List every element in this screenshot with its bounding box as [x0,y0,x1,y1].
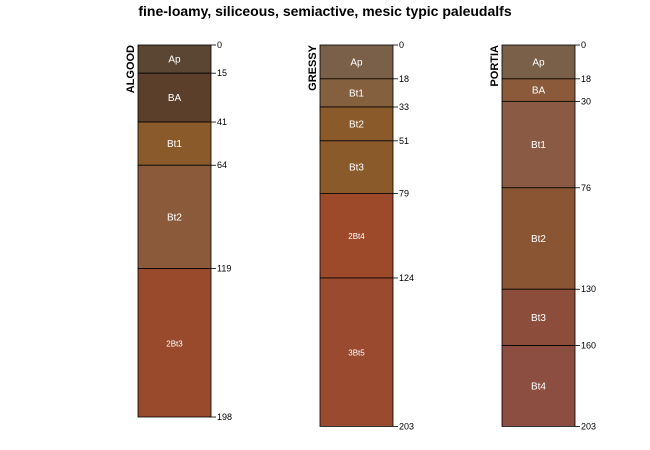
horizon-portia-5 [501,345,576,427]
horizon-gressy-3 [319,140,394,194]
depth-label-algood-0: 0 [217,40,222,50]
horizon-label-gressy-2: Bt2 [349,119,364,130]
depth-label-gressy-4: 79 [399,188,409,198]
depth-label-portia-1: 18 [581,74,591,84]
horizon-label-algood-2: Bt1 [167,139,182,150]
horizon-gressy-4 [319,193,394,279]
chart-title: fine-loamy, siliceous, semiactive, mesic… [138,3,512,19]
depth-label-portia-6: 203 [581,421,596,431]
horizon-label-gressy-4: 2Bt4 [348,232,365,241]
depth-label-gressy-2: 33 [399,102,409,112]
horizon-label-algood-4: 2Bt3 [166,339,183,348]
horizon-label-portia-4: Bt3 [531,313,546,324]
horizon-portia-4 [501,288,576,347]
horizon-algood-0 [137,44,212,74]
horizon-label-portia-1: BA [532,86,546,97]
horizon-label-gressy-3: Bt3 [349,163,364,174]
depth-label-gressy-3: 51 [399,136,409,146]
horizon-label-portia-0: Ap [532,57,545,68]
horizon-gressy-2 [319,106,394,142]
horizon-label-algood-3: Bt2 [167,212,182,223]
depth-label-gressy-1: 18 [399,74,409,84]
horizon-algood-4 [137,268,212,418]
horizon-portia-0 [501,44,576,80]
horizon-label-gressy-5: 3Bt5 [348,349,365,358]
horizon-algood-3 [137,164,212,269]
depth-label-portia-4: 130 [581,284,596,294]
depth-label-portia-0: 0 [581,40,586,50]
depth-label-algood-2: 41 [217,117,227,127]
depth-label-algood-3: 64 [217,160,227,170]
horizon-label-gressy-1: Bt1 [349,88,364,99]
depth-label-gressy-0: 0 [399,40,404,50]
depth-label-algood-1: 15 [217,68,227,78]
depth-label-portia-2: 30 [581,96,591,106]
horizon-label-gressy-0: Ap [350,57,363,68]
horizon-portia-2 [501,100,576,189]
depth-label-algood-4: 119 [217,264,231,274]
depth-label-portia-3: 76 [581,183,591,193]
profile-name-gressy: GRESSY [307,44,319,91]
horizon-label-portia-5: Bt4 [531,382,546,393]
depth-label-gressy-6: 203 [399,421,414,431]
horizon-label-algood-0: Ap [168,55,181,66]
horizon-label-portia-2: Bt1 [531,140,546,151]
depth-label-gressy-5: 124 [399,273,414,283]
horizon-gressy-5 [319,277,394,427]
horizon-algood-2 [137,121,212,166]
profile-name-algood: ALGOOD [125,45,137,93]
depth-label-algood-5: 198 [217,412,232,422]
horizon-label-algood-1: BA [168,93,182,104]
depth-label-portia-5: 160 [581,341,596,351]
horizon-portia-3 [501,187,576,290]
horizon-label-portia-3: Bt2 [531,234,546,245]
profile-name-portia: PORTIA [489,45,501,87]
